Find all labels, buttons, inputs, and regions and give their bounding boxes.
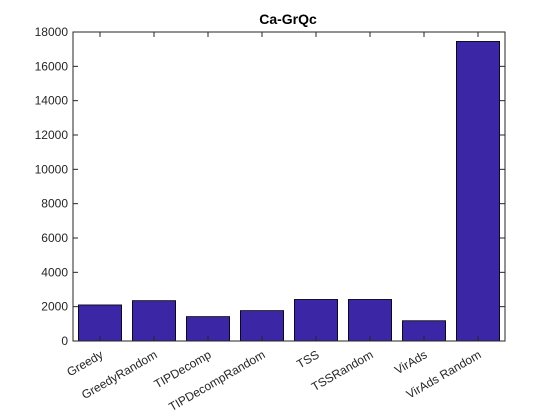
plot-frame bbox=[72, 31, 506, 342]
y-tick-label: 12000 bbox=[35, 128, 69, 142]
y-tick-label: 6000 bbox=[41, 231, 68, 245]
y-tick-label: 18000 bbox=[35, 25, 69, 39]
bar-tipdecomprandom bbox=[239, 310, 284, 342]
bar-virads-random bbox=[455, 41, 500, 342]
x-tick-label: TIPDecompRandom bbox=[166, 347, 267, 413]
x-axis: GreedyGreedyRandomTIPDecompTIPDecompRand… bbox=[64, 32, 484, 414]
y-tick-label: 14000 bbox=[35, 94, 69, 108]
y-tick-label: 10000 bbox=[35, 162, 69, 176]
y-axis: 0 2000 4000 6000 8000 10000 12000 14000 16000 180… bbox=[35, 25, 505, 348]
bar-greedyrandom bbox=[131, 300, 176, 342]
bar-tssrandom bbox=[347, 299, 392, 342]
x-tick-label: Greedy bbox=[64, 347, 105, 379]
y-tick-label: 4000 bbox=[41, 265, 68, 279]
x-tick-label: TSS bbox=[294, 347, 321, 371]
y-tick-label: 0 bbox=[61, 334, 68, 348]
bars-group bbox=[78, 41, 500, 342]
y-tick-label: 16000 bbox=[35, 59, 69, 73]
x-tick-label: TSSRandom bbox=[309, 347, 375, 393]
bar-greedy bbox=[78, 304, 123, 342]
y-tick-label: 8000 bbox=[41, 197, 68, 211]
chart-title: Ca-GrQc bbox=[259, 11, 317, 27]
y-tick-label: 2000 bbox=[41, 300, 68, 314]
bar-tss bbox=[293, 299, 338, 342]
x-tick-label: VirAds bbox=[392, 347, 429, 377]
